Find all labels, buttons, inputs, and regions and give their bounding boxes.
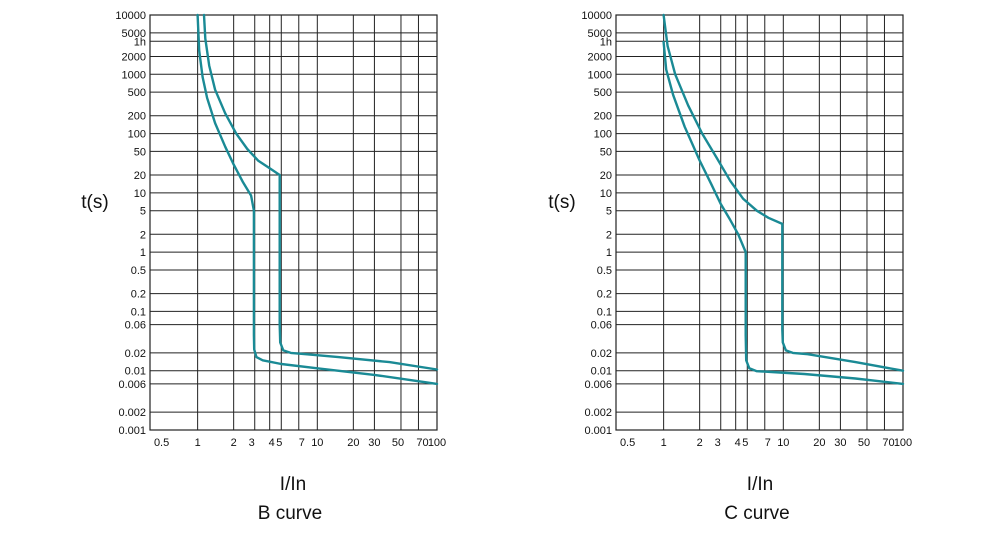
y-tick-label: 500 [594,87,612,99]
chart-title: B curve [258,503,322,524]
x-axis-label: I/In [280,474,306,495]
y-tick-label: 1h [600,36,612,48]
y-tick-label: 0.5 [597,265,612,277]
series-group [196,13,439,386]
y-axis-label: t(s) [548,192,575,213]
x-tick-label: 2 [697,437,703,449]
y-tick-label: 0.2 [597,289,612,301]
y-tick-label: 5000 [588,28,612,40]
y-tick-label: 0.02 [125,348,146,360]
y-tick-label: 0.02 [591,348,612,360]
x-tick-label: 7 [299,437,305,449]
x-tick-label: 10 [311,437,323,449]
y-tick-label: 0.006 [118,379,146,391]
y-tick-label: 0.001 [118,425,146,437]
x-tick-label: 30 [368,437,380,449]
x-tick-label: 100 [428,437,446,449]
y-tick-label: 2 [140,229,146,241]
x-tick-label: 5 [742,437,748,449]
x-tick-label: 2 [231,437,237,449]
x-tick-label: 0.5 [154,437,169,449]
y-tick-label: 5 [140,206,146,218]
lower-tripping-curve [196,13,439,386]
y-axis-label: t(s) [81,192,108,213]
y-tick-label: 1 [606,247,612,259]
y-tick-label: 0.06 [591,320,612,332]
y-tick-label: 50 [600,146,612,158]
plot-frame [149,14,438,431]
y-tick-label: 10 [600,188,612,200]
x-tick-label: 50 [858,437,870,449]
x-tick-label: 0.5 [620,437,635,449]
x-tick-labels: 0.5 1 2 3 4 5 7 10 20 30 50 70 100 [620,437,912,449]
x-tick-label: 5 [276,437,282,449]
x-tick-label: 3 [715,437,721,449]
y-tick-label: 100 [594,129,612,141]
y-tick-label: 20 [134,170,146,182]
y-tick-label: 10000 [115,10,146,22]
y-tick-label: 2000 [588,51,612,63]
y-tick-label: 20 [600,170,612,182]
y-tick-label: 0.5 [131,265,146,277]
x-tick-label: 1 [661,437,667,449]
y-tick-label: 1000 [588,69,612,81]
chart-title: C curve [724,503,789,524]
y-tick-label: 5 [606,206,612,218]
x-tick-label: 1 [195,437,201,449]
x-tick-label: 20 [347,437,359,449]
x-tick-label: 4 [269,437,275,449]
x-tick-label: 7 [765,437,771,449]
y-tick-label: 0.1 [131,306,146,318]
y-tick-label: 2 [606,229,612,241]
x-tick-label: 50 [392,437,404,449]
x-tick-label: 70 [882,437,894,449]
x-tick-label: 10 [777,437,789,449]
y-tick-label: 2000 [122,51,146,63]
x-tick-label: 30 [834,437,846,449]
x-tick-label: 4 [735,437,741,449]
y-tick-label: 0.01 [125,366,146,378]
y-tick-label: 1 [140,247,146,259]
series-group [662,13,905,386]
x-tick-label: 70 [416,437,428,449]
x-tick-labels: 0.5 1 2 3 4 5 7 10 20 30 50 70 100 [154,437,446,449]
plot-frame [615,14,904,431]
y-tick-label: 0.001 [584,425,612,437]
y-tick-label: 5000 [122,28,146,40]
grid [615,14,904,431]
b-curve-chart: 1000050001h200010005002001005020105210.5… [81,10,446,524]
upper-tripping-curve [202,13,439,371]
y-tick-label: 0.002 [584,407,612,419]
y-tick-label: 10 [134,188,146,200]
y-tick-label: 0.002 [118,407,146,419]
y-tick-label: 50 [134,146,146,158]
upper-tripping-curve [662,13,905,372]
y-tick-label: 100 [128,129,146,141]
y-tick-label: 0.06 [125,320,146,332]
x-tick-label: 100 [894,437,912,449]
y-tick-label: 1000 [122,69,146,81]
x-tick-label: 3 [249,437,255,449]
y-tick-label: 0.2 [131,289,146,301]
c-curve-chart: 1000050001h200010005002001005020105210.5… [548,10,912,524]
y-tick-label: 0.006 [584,379,612,391]
y-tick-label: 0.01 [591,366,612,378]
y-tick-label: 10000 [581,10,612,22]
y-tick-label: 200 [128,111,146,123]
y-tick-label: 1h [134,36,146,48]
y-tick-label: 500 [128,87,146,99]
grid [149,14,438,431]
x-axis-label: I/In [747,474,773,495]
lower-tripping-curve [662,40,905,386]
x-tick-label: 20 [813,437,825,449]
y-tick-label: 0.1 [597,306,612,318]
y-tick-label: 200 [594,111,612,123]
